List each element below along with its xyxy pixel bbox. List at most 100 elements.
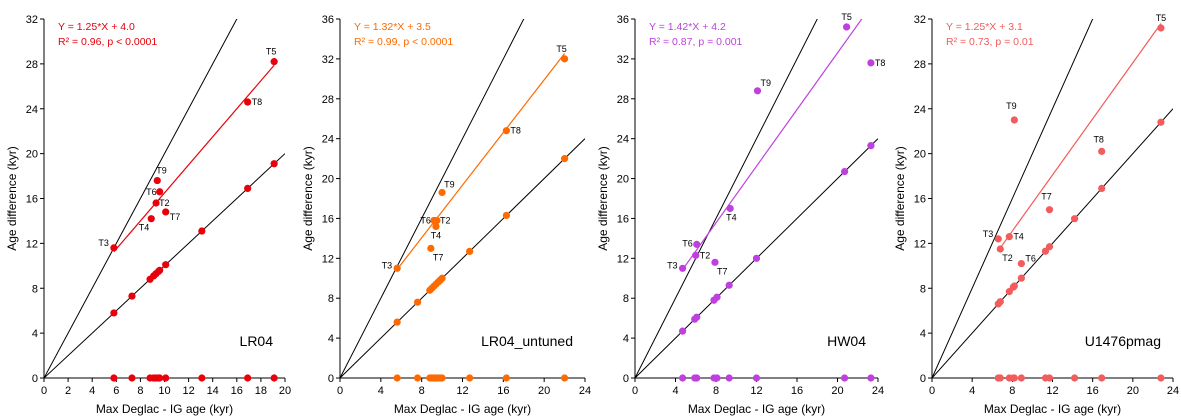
panel-label: LR04 bbox=[240, 333, 274, 349]
x-tick-label: 12 bbox=[1046, 385, 1058, 397]
baseline-point bbox=[1157, 374, 1165, 382]
identity-point bbox=[502, 211, 510, 220]
x-axis-title: Max Deglac - IG age (kyr) bbox=[96, 402, 233, 416]
labeled-point-T5 bbox=[1157, 24, 1165, 32]
baseline-point bbox=[413, 374, 422, 382]
point-label-T3: T3 bbox=[983, 229, 994, 239]
one-to-one-line bbox=[340, 138, 585, 378]
x-tick-label: 10 bbox=[158, 385, 170, 397]
point-label-T8: T8 bbox=[875, 58, 886, 68]
labeled-point-T9 bbox=[438, 188, 446, 197]
point-label-T5: T5 bbox=[266, 47, 277, 57]
two-to-one-line bbox=[932, 19, 1094, 378]
point-label-T5: T5 bbox=[841, 12, 852, 22]
point-label-T9: T9 bbox=[156, 166, 167, 176]
identity-point bbox=[1070, 215, 1079, 223]
baseline-point bbox=[1045, 374, 1054, 382]
y-axis-title: Age difference (kyr) bbox=[301, 146, 315, 251]
y-tick-label: 12 bbox=[26, 238, 38, 250]
point-label-T2: T2 bbox=[700, 250, 711, 260]
regression-stats: R² = 0.87, p = 0.001 bbox=[649, 36, 743, 48]
y-tick-label: 32 bbox=[322, 54, 334, 66]
baseline-point bbox=[502, 374, 510, 382]
regression-line bbox=[113, 64, 275, 253]
y-tick-label: 16 bbox=[322, 213, 334, 225]
panel-U1476pmag: 0 4 8 12 16 20 24 0 4 8 12 16 20 24 28 32 Max Deglac - I… bbox=[893, 13, 1179, 416]
x-tick-label: 14 bbox=[207, 385, 219, 397]
point-label-T8: T8 bbox=[510, 126, 521, 136]
x-tick-label: 16 bbox=[1087, 385, 1099, 397]
two-to-one-line bbox=[340, 19, 525, 378]
labeled-point-T2 bbox=[996, 245, 1004, 253]
labeled-point-T3 bbox=[110, 244, 118, 252]
labeled-point-T9 bbox=[153, 176, 161, 185]
point-label-T4: T4 bbox=[726, 212, 737, 222]
identity-point bbox=[996, 298, 1004, 306]
labeled-point-T3 bbox=[994, 235, 1002, 243]
labeled-point-T5 bbox=[270, 58, 278, 66]
y-tick-label: 28 bbox=[914, 59, 926, 71]
identity-point bbox=[693, 313, 701, 321]
labeled-point-T3 bbox=[678, 264, 687, 272]
identity-point bbox=[867, 142, 875, 150]
identity-point bbox=[270, 160, 278, 168]
y-tick-label: 4 bbox=[32, 328, 38, 340]
y-tick-label: 16 bbox=[914, 194, 926, 206]
y-tick-label: 20 bbox=[617, 174, 629, 186]
x-tick-label: 24 bbox=[579, 385, 591, 397]
y-tick-label: 28 bbox=[322, 94, 334, 106]
y-tick-label: 4 bbox=[328, 333, 334, 345]
labeled-point-T2 bbox=[692, 251, 700, 259]
point-label-T2: T2 bbox=[159, 198, 170, 208]
x-tick-label: 20 bbox=[538, 385, 550, 397]
point-label-T7: T7 bbox=[433, 252, 444, 262]
labeled-point-T5 bbox=[560, 55, 569, 63]
regression-line bbox=[997, 23, 1162, 252]
identity-point bbox=[752, 254, 761, 262]
x-tick-label: 24 bbox=[1167, 385, 1179, 397]
baseline-point bbox=[867, 374, 875, 382]
labeled-point-T3 bbox=[393, 264, 401, 272]
y-tick-label: 12 bbox=[322, 253, 334, 265]
point-label-T6: T6 bbox=[146, 187, 157, 197]
x-tick-label: 8 bbox=[419, 385, 425, 397]
labeled-point-T7 bbox=[427, 244, 435, 252]
regression-equation: Y = 1.25*X + 3.1 bbox=[946, 21, 1023, 33]
point-label-T7: T7 bbox=[717, 266, 728, 276]
y-tick-label: 24 bbox=[914, 104, 926, 116]
panel-label: U1476pmag bbox=[1085, 333, 1161, 349]
x-tick-label: 20 bbox=[279, 385, 291, 397]
baseline-point bbox=[156, 374, 164, 382]
baseline-point bbox=[713, 374, 721, 382]
y-tick-label: 16 bbox=[26, 194, 38, 206]
x-axis-title: Max Deglac - IG age (kyr) bbox=[984, 402, 1121, 416]
two-to-one-line bbox=[635, 19, 818, 378]
point-label-T8: T8 bbox=[1093, 134, 1104, 144]
labeled-point-T4 bbox=[432, 222, 440, 231]
baseline-point bbox=[693, 374, 701, 382]
point-label-T3: T3 bbox=[382, 260, 393, 270]
identity-point bbox=[1157, 118, 1165, 126]
y-tick-label: 32 bbox=[617, 54, 629, 66]
x-tick-label: 16 bbox=[231, 385, 243, 397]
y-tick-label: 8 bbox=[920, 283, 926, 295]
point-label-T9: T9 bbox=[444, 180, 455, 190]
identity-point bbox=[110, 309, 118, 317]
baseline-point bbox=[198, 374, 206, 382]
x-axis-title: Max Deglac - IG age (kyr) bbox=[688, 402, 825, 416]
y-tick-label: 16 bbox=[617, 213, 629, 225]
x-tick-label: 20 bbox=[831, 385, 843, 397]
regression-stats: R² = 0.99, p < 0.0001 bbox=[354, 36, 453, 48]
point-label-T4: T4 bbox=[1013, 232, 1024, 242]
x-tick-label: 4 bbox=[378, 385, 384, 397]
regression-stats: R² = 0.96, p < 0.0001 bbox=[58, 36, 157, 48]
x-tick-label: 4 bbox=[969, 385, 975, 397]
labeled-point-T8 bbox=[867, 59, 875, 67]
x-tick-label: 0 bbox=[632, 385, 638, 397]
baseline-point bbox=[1098, 374, 1106, 382]
regression-equation: Y = 1.25*X + 4.0 bbox=[58, 21, 135, 33]
baseline-point bbox=[1017, 374, 1025, 382]
baseline-point bbox=[752, 374, 761, 382]
